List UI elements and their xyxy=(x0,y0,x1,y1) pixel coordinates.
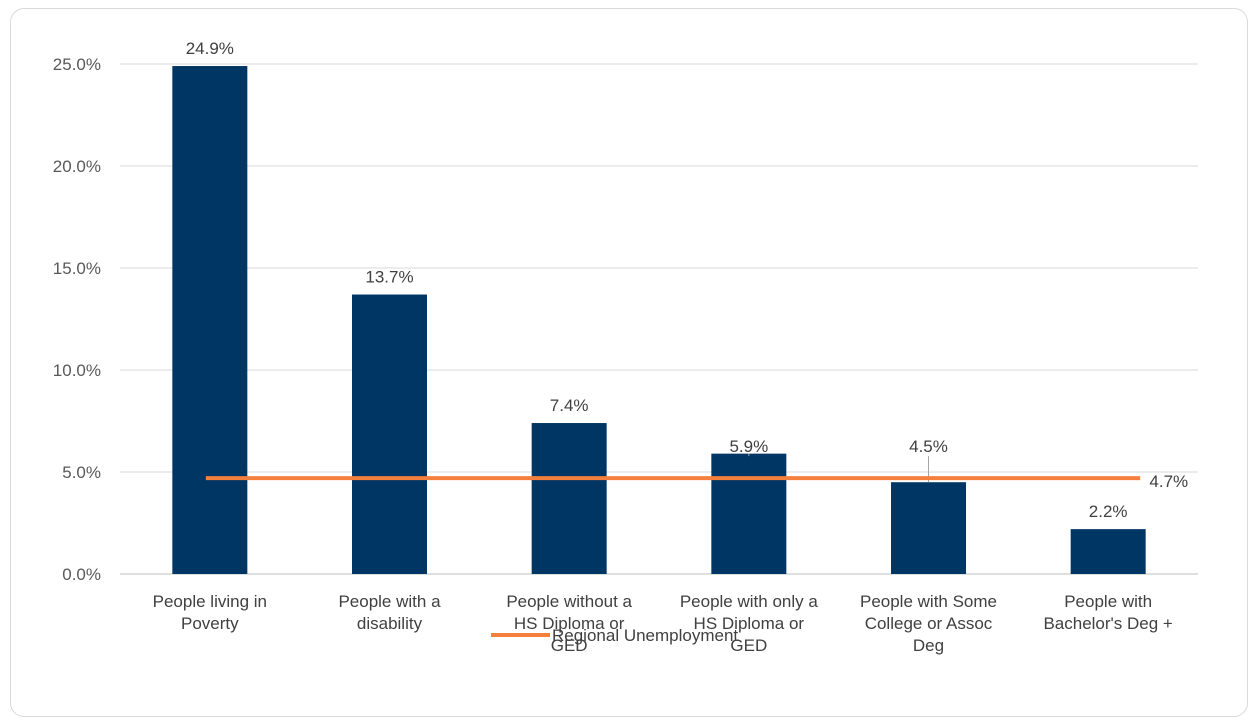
data-label: 13.7% xyxy=(365,268,413,287)
y-tick-label: 10.0% xyxy=(53,361,101,380)
x-tick-label: People without a HS Diploma or GED xyxy=(506,592,632,655)
x-tick-label: People with Some College or Assoc Deg xyxy=(860,592,997,655)
bar xyxy=(1070,529,1146,574)
data-label: 4.5% xyxy=(909,437,948,456)
data-label: 2.2% xyxy=(1089,502,1128,521)
bar xyxy=(172,66,248,574)
bar xyxy=(711,453,787,574)
x-tick-label: People with a disability xyxy=(338,592,441,633)
data-label: 7.4% xyxy=(550,396,589,415)
data-label: 24.9% xyxy=(186,39,234,58)
y-tick-label: 20.0% xyxy=(53,157,101,176)
bar xyxy=(531,423,607,574)
y-tick-label: 5.0% xyxy=(62,463,101,482)
x-tick-label: People living in Poverty xyxy=(153,592,267,633)
reference-line-label: 4.7% xyxy=(1149,472,1188,491)
y-tick-label: 15.0% xyxy=(53,259,101,278)
data-label: 5.9% xyxy=(729,437,768,456)
bar xyxy=(891,482,966,574)
x-tick-label: People with only a HS Diploma or GED xyxy=(680,592,819,655)
y-tick-label: 0.0% xyxy=(62,565,101,584)
x-tick-label: People with Bachelor's Deg + xyxy=(1043,592,1172,633)
legend-label: Regional Unemployment xyxy=(552,626,738,645)
y-tick-label: 25.0% xyxy=(53,55,101,74)
bar xyxy=(352,294,427,574)
